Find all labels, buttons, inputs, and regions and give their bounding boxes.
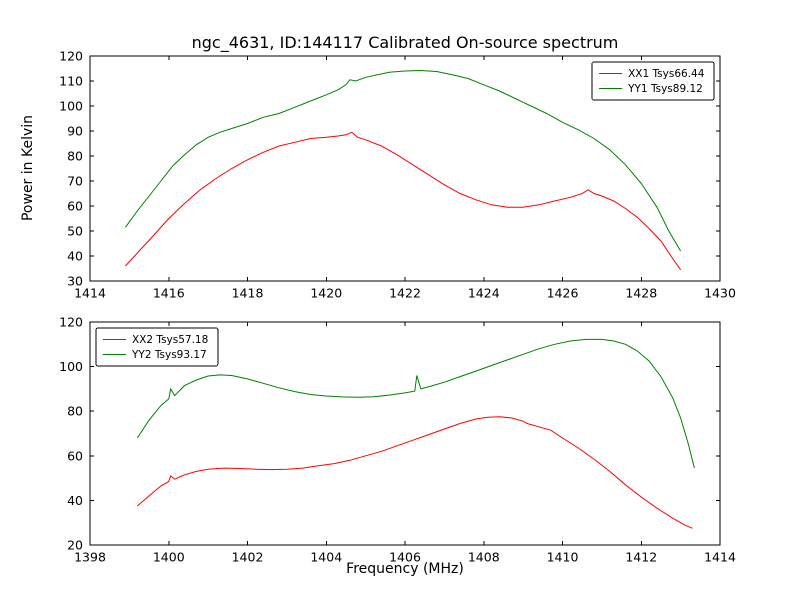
- legend: XX1 Tsys66.44 YY1 Tsys89.12: [591, 61, 715, 101]
- legend-label: XX2 Tsys57.18: [132, 334, 208, 346]
- x-tick-label: 1426: [547, 286, 579, 301]
- y-tick-label: 120: [59, 315, 83, 330]
- y-tick-label: 20: [67, 538, 83, 553]
- y-tick-label: 40: [67, 249, 83, 264]
- x-tick-label: 1398: [74, 550, 106, 565]
- x-tick-label: 1402: [232, 550, 264, 565]
- x-tick-label: 1420: [310, 286, 342, 301]
- y-tick-label: 40: [67, 493, 83, 508]
- x-tick-label: 1428: [625, 286, 657, 301]
- y-tick-label: 60: [67, 199, 83, 214]
- x-tick-label: 1414: [704, 550, 736, 565]
- y-tick-label: 110: [59, 74, 83, 89]
- x-tick-label: 1422: [389, 286, 421, 301]
- y-tick-label: 30: [67, 274, 83, 289]
- series-line: [125, 131, 682, 271]
- bottom-spectrum: 1398 1400 1402 1404 1406 1408 1410 1412 1414 20 40…: [59, 315, 736, 565]
- top-spectrum: 1414 1416 1418 1420 1422 1424 1426 1428 1430 30 40…: [59, 49, 736, 301]
- x-tick-label: 1404: [310, 550, 342, 565]
- x-tick-label: 1406: [389, 550, 421, 565]
- legend-label: YY1 Tsys89.12: [627, 83, 703, 95]
- legend-label: XX1 Tsys66.44: [628, 68, 705, 80]
- y-tick-label: 100: [59, 99, 83, 114]
- x-tick-label: 1412: [625, 550, 657, 565]
- x-tick-label: 1424: [468, 286, 500, 301]
- x-tick-label: 1408: [468, 550, 500, 565]
- figure-title: ngc_4631, ID:144117 Calibrated On-source…: [191, 33, 619, 52]
- legend: XX2 Tsys57.18 YY2 Tsys93.17: [95, 327, 219, 367]
- y-tick-label: 60: [67, 448, 83, 463]
- y-tick-label: 80: [67, 149, 83, 164]
- y-tick-label: 80: [67, 404, 83, 419]
- y-tick-label: 50: [67, 224, 83, 239]
- legend-box: [591, 61, 715, 101]
- x-tick-label: 1430: [704, 286, 736, 301]
- y-tick-label: 90: [67, 124, 83, 139]
- x-tick-label: 1400: [153, 550, 185, 565]
- y-tick-label: 100: [59, 359, 83, 374]
- legend-label: YY2 Tsys93.17: [131, 349, 207, 361]
- series-line: [136, 416, 693, 529]
- x-tick-label: 1416: [153, 286, 185, 301]
- x-tick-label: 1414: [74, 286, 106, 301]
- series-line: [136, 338, 695, 469]
- series-line: [124, 69, 682, 252]
- legend-box: [95, 327, 219, 367]
- y-tick-label: 120: [59, 49, 83, 64]
- x-axis-label: Frequency (MHz): [346, 561, 464, 577]
- y-axis-label: Power in Kelvin: [20, 114, 36, 222]
- x-tick-label: 1418: [232, 286, 264, 301]
- x-tick-label: 1410: [547, 550, 579, 565]
- y-tick-label: 70: [67, 174, 83, 189]
